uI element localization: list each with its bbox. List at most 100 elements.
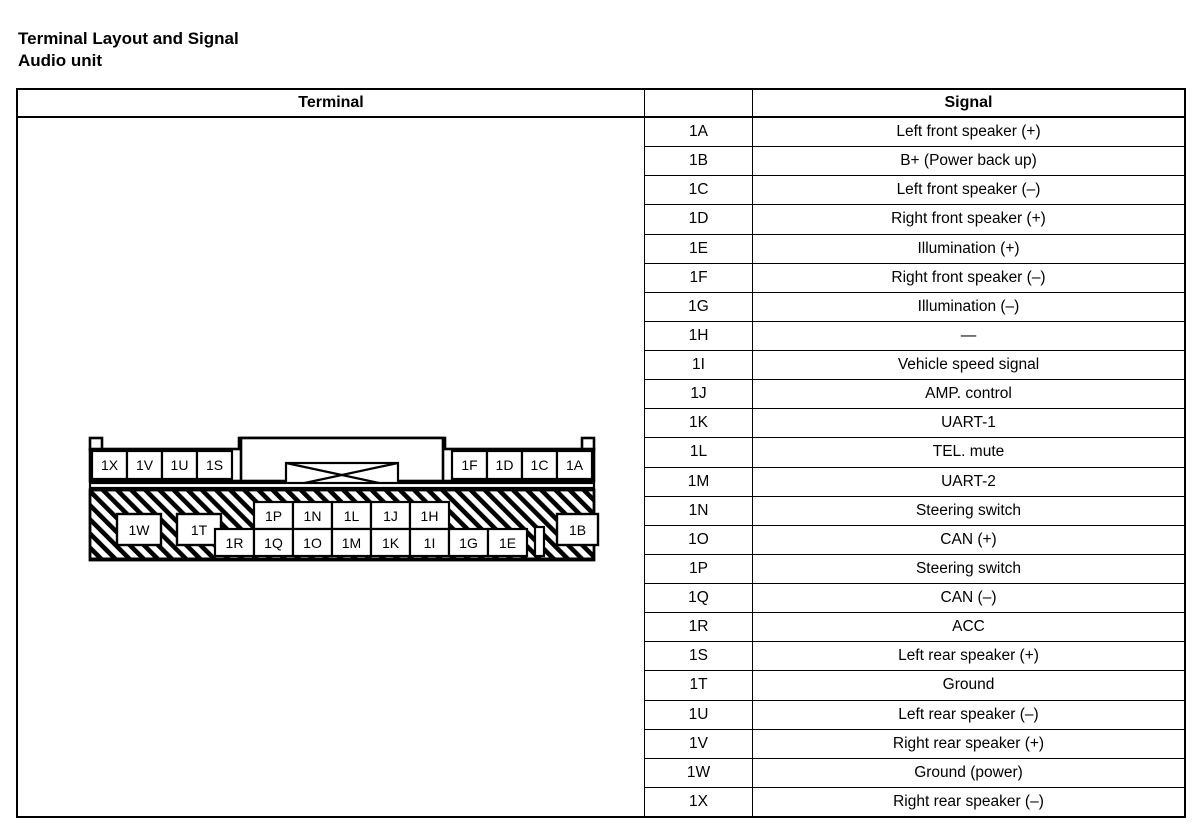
cell-pin: 1O bbox=[645, 525, 753, 554]
svg-text:1D: 1D bbox=[496, 457, 514, 473]
table-row: 1T Ground bbox=[645, 671, 1184, 701]
svg-text:1J: 1J bbox=[383, 508, 398, 524]
connector-bottom-row-pins: 1R 1Q 1O 1M 1K 1I 1G 1E bbox=[213, 527, 529, 558]
cell-pin: 1S bbox=[645, 642, 753, 671]
cell-signal: TEL. mute bbox=[932, 443, 1005, 461]
cell-signal: Vehicle speed signal bbox=[897, 356, 1040, 374]
table-header-row: Terminal Signal bbox=[18, 90, 1184, 118]
page-title: Terminal Layout and Signal Audio unit bbox=[18, 28, 239, 72]
connector-mid-row-pins: 1P 1N 1L 1J 1H bbox=[252, 500, 451, 531]
svg-text:1B: 1B bbox=[569, 522, 586, 538]
cell-signal: Left rear speaker (–) bbox=[898, 705, 1039, 723]
connector-illustration: 1X 1V 1U 1S 1F 1D bbox=[88, 436, 600, 562]
cell-signal: Right front speaker (–) bbox=[891, 268, 1046, 286]
connector-ground-pins: 1W 1T bbox=[115, 512, 223, 547]
svg-text:1M: 1M bbox=[342, 535, 361, 551]
cell-signal: Right rear speaker (+) bbox=[892, 734, 1045, 752]
table-row: 1S Left rear speaker (+) bbox=[645, 642, 1184, 672]
cell-pin: 1B bbox=[645, 147, 753, 176]
terminal-diagram-cell: 1X 1V 1U 1S 1F 1D bbox=[18, 118, 645, 816]
cell-pin: 1H bbox=[645, 321, 753, 350]
table-row: 1G Illumination (–) bbox=[645, 292, 1184, 322]
svg-text:1Q: 1Q bbox=[264, 535, 283, 551]
cell-pin: 1F bbox=[645, 263, 753, 292]
svg-text:1E: 1E bbox=[499, 535, 516, 551]
cell-signal: Right front speaker (+) bbox=[891, 210, 1046, 228]
page-title-line-1: Terminal Layout and Signal bbox=[18, 29, 239, 48]
cell-pin: 1E bbox=[645, 234, 753, 263]
table-row: 1R ACC bbox=[645, 613, 1184, 643]
table-row: 1Q CAN (–) bbox=[645, 584, 1184, 614]
cell-signal: AMP. control bbox=[925, 385, 1012, 403]
svg-text:1P: 1P bbox=[265, 508, 282, 524]
svg-text:1A: 1A bbox=[566, 457, 584, 473]
svg-text:1R: 1R bbox=[226, 535, 244, 551]
table-row: 1H — bbox=[645, 321, 1184, 351]
table-row: 1D Right front speaker (+) bbox=[645, 205, 1184, 235]
table-row: 1X Right rear speaker (–) bbox=[645, 787, 1184, 816]
table-row: 1V Right rear speaker (+) bbox=[645, 729, 1184, 759]
svg-text:1G: 1G bbox=[459, 535, 478, 551]
svg-text:1O: 1O bbox=[303, 535, 322, 551]
cell-signal: Illumination (+) bbox=[917, 239, 1020, 257]
column-header-signal: Signal bbox=[944, 94, 993, 111]
terminal-signal-table: Terminal Signal bbox=[16, 88, 1186, 818]
svg-text:1X: 1X bbox=[101, 457, 119, 473]
svg-text:1N: 1N bbox=[304, 508, 322, 524]
table-row: 1P Steering switch bbox=[645, 554, 1184, 584]
table-row: 1M UART-2 bbox=[645, 467, 1184, 497]
cell-pin: 1G bbox=[645, 292, 753, 321]
cell-signal: Steering switch bbox=[915, 559, 1022, 577]
table-row: 1J AMP. control bbox=[645, 380, 1184, 410]
cell-pin: 1P bbox=[645, 554, 753, 583]
svg-text:1K: 1K bbox=[382, 535, 400, 551]
cell-signal: Right rear speaker (–) bbox=[893, 792, 1044, 810]
table-row: 1U Left rear speaker (–) bbox=[645, 700, 1184, 730]
table-row: 1E Illumination (+) bbox=[645, 234, 1184, 264]
svg-text:1S: 1S bbox=[206, 457, 223, 473]
cell-signal: Illumination (–) bbox=[917, 297, 1020, 315]
cell-pin: 1M bbox=[645, 467, 753, 496]
cell-signal: Ground bbox=[942, 676, 995, 694]
svg-text:1F: 1F bbox=[461, 457, 477, 473]
table-row: 1F Right front speaker (–) bbox=[645, 263, 1184, 293]
cell-pin: 1J bbox=[645, 380, 753, 409]
table-body: 1X 1V 1U 1S 1F 1D bbox=[18, 118, 1184, 816]
audio-unit-connector-diagram: 1X 1V 1U 1S 1F 1D bbox=[73, 435, 611, 563]
cell-pin: 1K bbox=[645, 409, 753, 438]
cell-pin: 1R bbox=[645, 613, 753, 642]
cell-signal: Left rear speaker (+) bbox=[898, 647, 1039, 665]
cell-signal: UART-1 bbox=[941, 414, 996, 432]
cell-pin: 1T bbox=[645, 671, 753, 700]
cell-signal: — bbox=[960, 326, 977, 344]
signal-rows: 1A Left front speaker (+) 1B B+ (Power b… bbox=[645, 118, 1184, 816]
svg-text:1V: 1V bbox=[136, 457, 154, 473]
cell-pin: 1W bbox=[645, 758, 753, 787]
table-row: 1B B+ (Power back up) bbox=[645, 147, 1184, 177]
cell-pin: 1V bbox=[645, 729, 753, 758]
connector-top-left-pins: 1X 1V 1U 1S bbox=[90, 449, 234, 481]
connector-power-pin: 1B bbox=[555, 512, 600, 547]
svg-text:1U: 1U bbox=[171, 457, 189, 473]
cell-pin: 1A bbox=[645, 118, 753, 147]
cell-signal: B+ (Power back up) bbox=[900, 152, 1037, 170]
cell-pin: 1Q bbox=[645, 584, 753, 613]
cell-pin: 1D bbox=[645, 205, 753, 234]
table-row: 1W Ground (power) bbox=[645, 758, 1184, 788]
svg-text:1T: 1T bbox=[191, 522, 208, 538]
cell-signal: Left front speaker (–) bbox=[896, 181, 1041, 199]
cell-pin: 1I bbox=[645, 351, 753, 380]
page-title-line-2: Audio unit bbox=[18, 50, 103, 70]
table-row: 1C Left front speaker (–) bbox=[645, 176, 1184, 206]
table-row: 1I Vehicle speed signal bbox=[645, 351, 1184, 381]
cell-pin: 1N bbox=[645, 496, 753, 525]
cell-signal: CAN (+) bbox=[940, 530, 997, 548]
table-row: 1O CAN (+) bbox=[645, 525, 1184, 555]
table-row: 1A Left front speaker (+) bbox=[645, 118, 1184, 148]
cell-pin: 1C bbox=[645, 176, 753, 205]
cell-signal: Ground (power) bbox=[914, 763, 1023, 781]
cell-pin: 1L bbox=[645, 438, 753, 467]
connector-blank-slot bbox=[533, 525, 546, 558]
table-row: 1K UART-1 bbox=[645, 409, 1184, 439]
cell-pin: 1X bbox=[645, 787, 753, 816]
